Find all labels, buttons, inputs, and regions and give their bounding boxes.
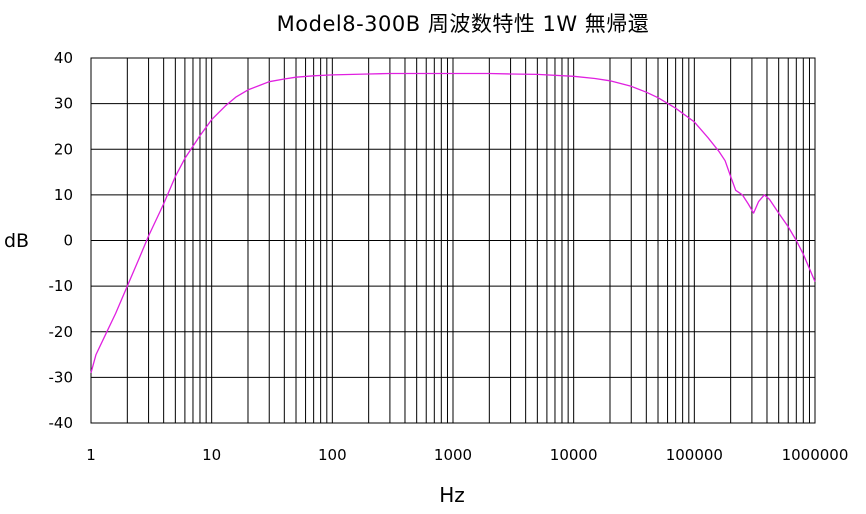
x-tick-label: 1 [86,446,96,464]
y-tick-label: 20 [54,140,73,158]
x-tick-label: 1000 [434,446,472,464]
series-line [90,72,816,373]
x-tick-label: 100 [318,446,347,464]
y-tick-label: 0 [63,232,73,250]
x-tick-label: 10000 [550,446,598,464]
chart-title: Model8-300B 周波数特性 1W 無帰還 [276,12,650,36]
x-tick-label: 100000 [666,446,723,464]
y-tick-label: -40 [49,414,74,432]
y-tick-label: 10 [54,186,73,204]
x-axis-label: Hz [439,483,465,507]
y-tick-label: -30 [49,368,74,386]
y-tick-label: -10 [49,277,74,295]
x-tick-label: 1000000 [782,446,849,464]
x-tick-label: 10 [202,446,221,464]
y-tick-label: 30 [54,95,73,113]
plot-frame [90,57,816,424]
series-lines [90,72,816,373]
y-axis-label: dB [4,230,30,252]
y-tick-label: 40 [54,49,73,67]
grid-lines [90,57,816,424]
y-tick-label: -20 [49,323,74,341]
